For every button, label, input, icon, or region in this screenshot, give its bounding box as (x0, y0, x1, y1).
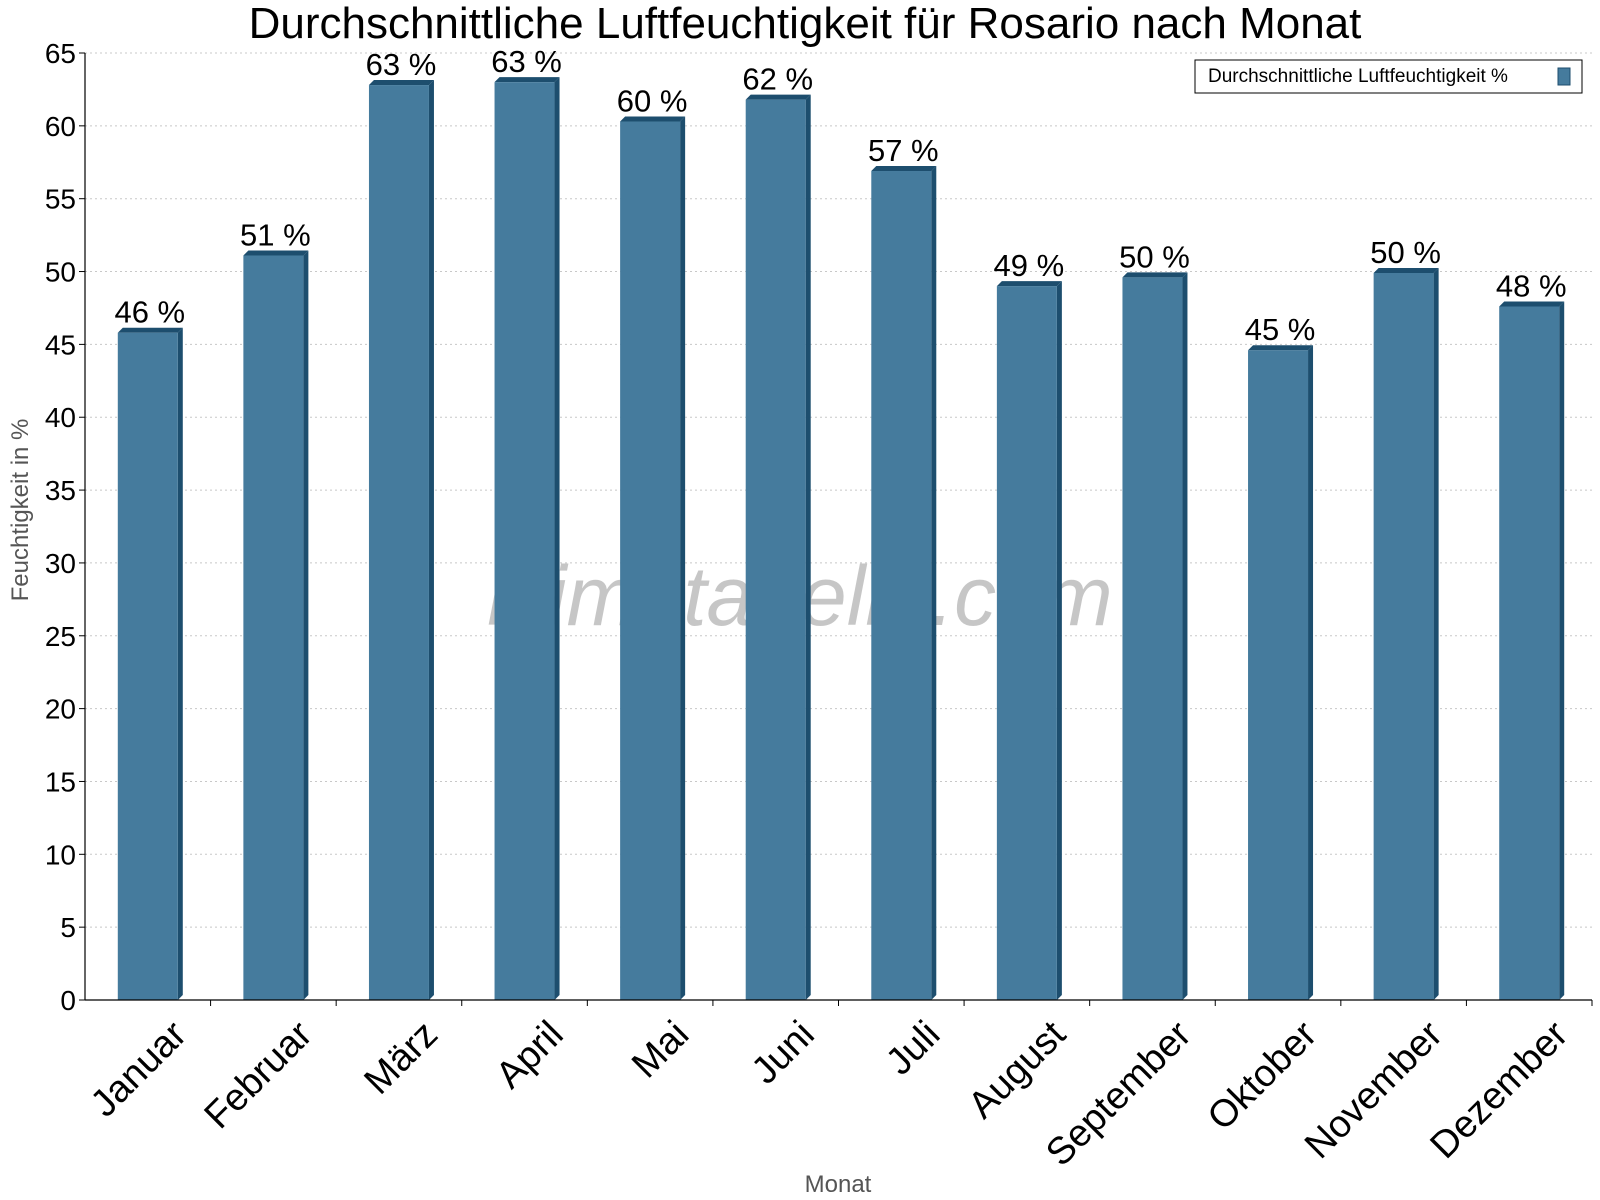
bar (1373, 272, 1434, 1001)
data-label: 45 % (1245, 312, 1316, 347)
y-tick-label: 40 (45, 402, 76, 433)
bar-top (1373, 267, 1439, 273)
y-tick-label: 35 (45, 475, 76, 506)
y-tick-label: 55 (45, 184, 76, 215)
x-tick-label: Januar (83, 1013, 195, 1125)
bar-top (368, 80, 434, 86)
bar-side (1182, 272, 1188, 1000)
bar-top (620, 116, 686, 122)
bar-top (871, 166, 937, 172)
data-label: 51 % (240, 218, 311, 253)
x-tick-label: April (488, 1013, 571, 1096)
bar-side (554, 77, 560, 1001)
bar (243, 255, 304, 1000)
y-tick-label: 45 (45, 329, 76, 360)
y-tick-label: 20 (45, 694, 76, 725)
x-tick-label: August (961, 1013, 1075, 1127)
data-label: 46 % (114, 295, 185, 330)
bar-side (1559, 301, 1565, 1000)
x-tick-label: Oktober (1200, 1013, 1326, 1139)
data-label: 50 % (1119, 239, 1190, 274)
bar-top (117, 327, 183, 333)
bar (117, 332, 178, 1000)
bar-top (1499, 301, 1565, 307)
bar-side (177, 327, 183, 1000)
bar-top (996, 281, 1062, 287)
y-tick-label: 15 (45, 766, 76, 797)
bar (494, 82, 555, 1001)
data-label: 60 % (617, 83, 688, 118)
bar (1248, 350, 1309, 1001)
data-label: 57 % (868, 133, 939, 168)
bar (745, 99, 806, 1001)
bar-top (243, 250, 309, 256)
y-tick-label: 50 (45, 257, 76, 288)
x-tick-label: Mai (624, 1013, 697, 1086)
legend-label: Durchschnittliche Luftfeuchtigkeit % (1208, 66, 1508, 87)
y-tick-label: 60 (45, 111, 76, 142)
grid-lines (85, 52, 1592, 928)
y-tick-label: 10 (45, 839, 76, 870)
bar-side (805, 94, 811, 1001)
legend-swatch (1557, 67, 1571, 86)
x-tick-label: Juni (744, 1013, 823, 1092)
bar (620, 121, 681, 1000)
bar (871, 171, 932, 1001)
chart-title: Durchschnittliche Luftfeuchtigkeit für R… (249, 0, 1362, 48)
bar (1499, 306, 1560, 1000)
legend: Durchschnittliche Luftfeuchtigkeit % (1194, 59, 1583, 94)
bar (996, 286, 1057, 1001)
bar-side (428, 80, 434, 1000)
data-label: 48 % (1496, 269, 1567, 304)
y-tick-label: 30 (45, 548, 76, 579)
y-tick-label: 25 (45, 621, 76, 652)
data-label: 63 % (366, 47, 437, 82)
x-axis-title: Monat (805, 1171, 872, 1198)
bar (368, 85, 429, 1000)
data-label: 50 % (1370, 235, 1441, 270)
bar-top (1248, 345, 1314, 351)
x-tick-label: November (1297, 1013, 1451, 1167)
x-tick-label: Februar (197, 1013, 321, 1137)
y-tick-label: 65 (45, 38, 76, 69)
bar-top (745, 94, 811, 100)
bar-side (303, 250, 309, 1000)
data-label: 63 % (491, 44, 562, 79)
x-tick-label: März (357, 1013, 446, 1102)
bar (1122, 277, 1183, 1000)
y-axis-title: Feuchtigkeit in % (7, 419, 34, 602)
x-tick-label: Juli (878, 1013, 948, 1083)
x-tick-label: Dezember (1423, 1013, 1577, 1167)
data-label: 62 % (742, 62, 813, 97)
bar-side (931, 166, 937, 1001)
data-label: 49 % (994, 248, 1065, 283)
bar-top (1122, 272, 1188, 278)
y-tick-label: 0 (60, 985, 76, 1016)
bar-side (1308, 345, 1314, 1001)
bars: 46 % 51 % 63 % 63 % 60 % 62 % 57 % 49 % 50 % 45 %… (114, 44, 1567, 1001)
bar-side (680, 116, 686, 1000)
bar-side (1433, 267, 1439, 1001)
y-tick-label: 5 (60, 912, 76, 943)
bar-side (1056, 281, 1062, 1001)
bar-top (494, 77, 560, 83)
legend-box (1194, 59, 1583, 94)
